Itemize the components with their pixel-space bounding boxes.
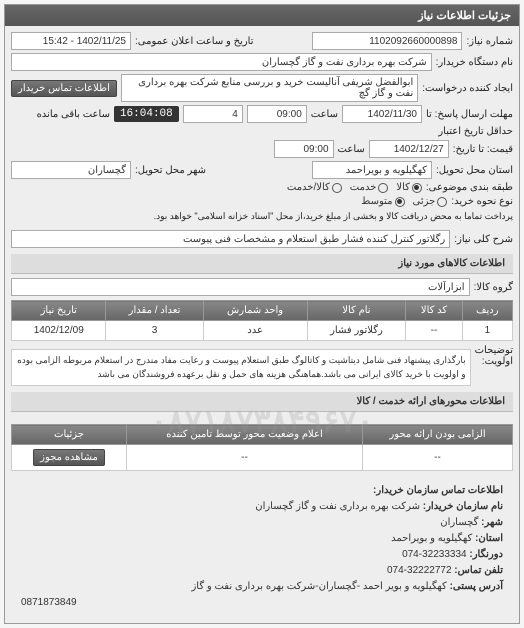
deadline-time-field: 09:00	[247, 105, 307, 123]
th-unit: واحد شمارش	[203, 301, 307, 321]
footer-post: کهگیلویه و بویر احمد -گچساران-شرکت بهره …	[191, 581, 446, 592]
city-field: گچساران	[11, 161, 131, 179]
axes-section-title: اطلاعات محورهای ارائه خدمت / کالا	[11, 392, 513, 412]
footer-org-name: شرکت بهره برداری نفت و گاز گچساران	[255, 501, 420, 512]
city-label: شهر محل تحویل:	[135, 165, 206, 176]
th-qty: تعداد / مقدار	[106, 301, 203, 321]
table-row: -- -- مشاهده مجوز	[12, 445, 513, 471]
footer-info: اطلاعات تماس سازمان خریدار: نام سازمان خ…	[11, 477, 513, 617]
creator-label: ایجاد کننده درخواست:	[422, 83, 513, 94]
days-remaining-field: 4	[183, 105, 243, 123]
footer-post-label: آدرس پستی:	[450, 581, 503, 592]
contact-info-button[interactable]: اطلاعات تماس خریدار	[11, 80, 117, 97]
way-note: پرداخت تماما به محض دریافت کالا و بخشی ا…	[154, 211, 513, 222]
th-axis-1: الزامی بودن ارائه محور	[362, 425, 512, 445]
td-row: 1	[462, 321, 512, 341]
footer-org-name-label: نام سازمان خریدار:	[423, 501, 503, 512]
goods-table: ردیف کد کالا نام کالا واحد شمارش تعداد /…	[11, 300, 513, 341]
td-code: --	[406, 321, 462, 341]
footer-city-label: شهر:	[481, 517, 503, 528]
price-until-date-field: 1402/12/27	[369, 140, 449, 158]
request-no-field: 1102092660000898	[312, 32, 462, 50]
radio-low-label: جزئی	[413, 196, 436, 207]
footer-province-label: استان:	[475, 533, 503, 544]
footer-org-title: اطلاعات تماس سازمان خریدار:	[373, 485, 503, 496]
goods-section-title: اطلاعات کالاهای مورد نیاز	[11, 254, 513, 274]
footer-tel-label: تلفن تماس:	[454, 565, 503, 576]
countdown-timer: 16:04:08	[114, 106, 179, 122]
desc-label: شرح کلی نیاز:	[454, 234, 513, 245]
price-until-label: قیمت: تا تاریخ:	[453, 144, 513, 155]
th-axis-2: اعلام وضعیت محور توسط تامین کننده	[127, 425, 363, 445]
time-label-2: ساعت	[338, 144, 365, 155]
category-radio-group: کالا خدمت کالا/خدمت	[287, 182, 422, 193]
td-axis-3: مشاهده مجوز	[12, 445, 127, 471]
td-name: رگلاتور فشار	[307, 321, 406, 341]
td-axis-2: --	[127, 445, 363, 471]
radio-goods-label: کالا	[396, 182, 410, 193]
buyer-label: نام دستگاه خریدار:	[436, 57, 513, 68]
footer-code: 0871873849	[21, 597, 77, 608]
countdown-suffix: ساعت باقی مانده	[37, 109, 110, 120]
radio-goods-service-label: کالا/خدمت	[287, 182, 330, 193]
category-label: طبقه بندی موضوعی:	[426, 182, 513, 193]
province-field: کهگیلویه و بویراحمد	[312, 161, 432, 179]
th-name: نام کالا	[307, 301, 406, 321]
deadline-date-field: 1402/11/30	[342, 105, 422, 123]
footer-dor-label: دورنگار:	[469, 549, 503, 560]
td-axis-1: --	[362, 445, 512, 471]
province-label: استان محل تحویل:	[436, 165, 513, 176]
request-no-label: شماره نیاز:	[466, 36, 513, 47]
validity-label: حداقل تاریخ اعتبار	[438, 126, 513, 137]
footer-province: کهگیلویه و بویراحمد	[391, 533, 472, 544]
table-row: 1 -- رگلاتور فشار عدد 3 1402/12/09	[12, 321, 513, 341]
radio-mid[interactable]	[395, 197, 405, 207]
price-until-time-field: 09:00	[274, 140, 334, 158]
radio-goods[interactable]	[412, 183, 422, 193]
announce-field: 1402/11/25 - 15:42	[11, 32, 131, 50]
radio-service[interactable]	[378, 183, 388, 193]
footer-dor: 32233334-074	[402, 549, 467, 560]
deadline-label: مهلت ارسال پاسخ: تا	[426, 109, 513, 120]
radio-service-label: خدمت	[350, 182, 377, 193]
footer-city: گچساران	[440, 517, 478, 528]
notes-text: بارگذاری پیشنهاد فنی شامل دیتاشیت و کاتا…	[11, 349, 471, 386]
th-row: ردیف	[462, 301, 512, 321]
time-label-1: ساعت	[311, 109, 338, 120]
way-label: نوع نحوه خرید:	[451, 196, 513, 207]
th-date: تاریخ نیاز	[12, 301, 106, 321]
notes-label: توضیحات اولویت:	[475, 345, 513, 367]
td-unit: عدد	[203, 321, 307, 341]
footer-tel: 32222772-074	[387, 565, 452, 576]
td-qty: 3	[106, 321, 203, 341]
radio-low[interactable]	[437, 197, 447, 207]
panel-header: جزئیات اطلاعات نیاز	[5, 5, 519, 26]
buyer-field: شرکت بهره برداری نفت و گاز گچساران	[11, 53, 432, 71]
th-code: کد کالا	[406, 301, 462, 321]
group-label: گروه کالا:	[474, 282, 513, 293]
td-date: 1402/12/09	[12, 321, 106, 341]
announce-label: تاریخ و ساعت اعلان عمومی:	[135, 36, 254, 47]
creator-field: ابوالفضل شریفی آنالیست خرید و بررسی مناب…	[121, 74, 418, 102]
th-axis-3: جزئیات	[12, 425, 127, 445]
desc-field: رگلاتور کنترل کننده فشار طبق استعلام و م…	[11, 230, 450, 248]
group-field: ابزارآلات	[11, 278, 470, 296]
axes-table: الزامی بودن ارائه محور اعلام وضعیت محور …	[11, 424, 513, 471]
radio-mid-label: متوسط	[361, 196, 392, 207]
radio-goods-service[interactable]	[332, 183, 342, 193]
view-permit-button[interactable]: مشاهده مجوز	[33, 449, 105, 466]
way-radio-group: جزئی متوسط	[361, 196, 447, 207]
